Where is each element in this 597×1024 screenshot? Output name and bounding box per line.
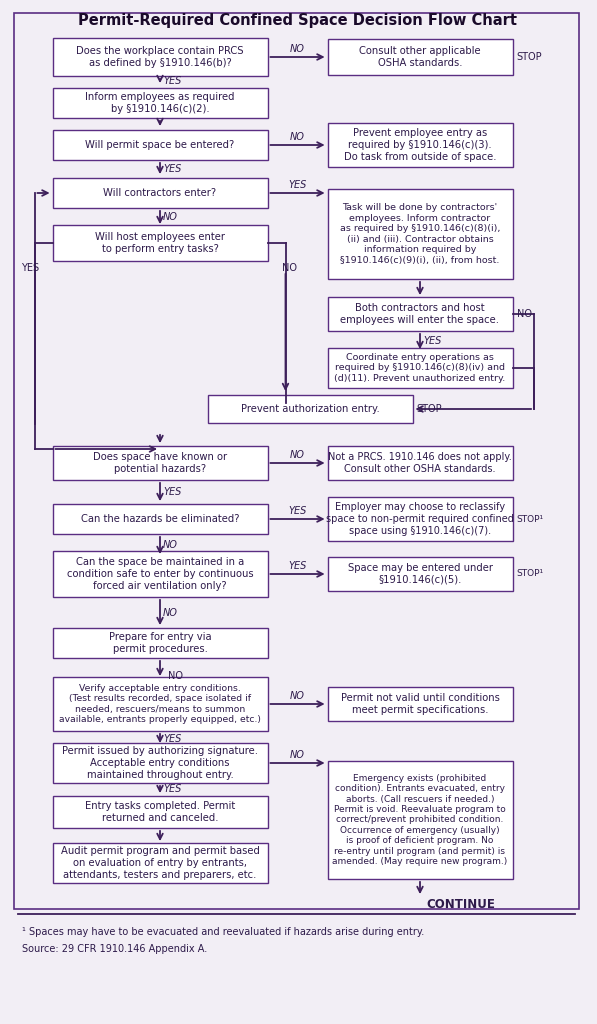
Text: Source: 29 CFR 1910.146 Appendix A.: Source: 29 CFR 1910.146 Appendix A. [22,944,207,954]
Text: NO: NO [282,263,297,273]
Text: YES: YES [423,337,441,346]
Text: STOP¹: STOP¹ [516,569,544,579]
Text: YES: YES [163,164,181,173]
Text: Can the space be maintained in a
condition safe to enter by continuous
forced ai: Can the space be maintained in a conditi… [67,557,253,591]
Text: NO: NO [516,309,531,319]
Text: NO: NO [290,44,305,54]
Text: NO: NO [168,671,183,681]
FancyBboxPatch shape [208,395,413,423]
Text: NO: NO [290,691,305,701]
FancyBboxPatch shape [328,497,512,541]
FancyBboxPatch shape [328,348,512,388]
Text: Prevent employee entry as
required by §1910.146(c)(3).
Do task from outside of s: Prevent employee entry as required by §1… [344,128,496,162]
FancyBboxPatch shape [53,628,267,658]
FancyBboxPatch shape [53,504,267,534]
FancyBboxPatch shape [328,557,512,591]
Text: STOP: STOP [417,404,442,414]
Text: NO: NO [290,450,305,460]
Text: CONTINUE: CONTINUE [426,897,495,910]
Text: Will host employees enter
to perform entry tasks?: Will host employees enter to perform ent… [95,232,225,254]
Text: Consult other applicable
OSHA standards.: Consult other applicable OSHA standards. [359,46,481,68]
Text: Emergency exists (prohibited
condition). Entrants evacuated, entry
aborts. (Call: Emergency exists (prohibited condition).… [333,774,507,866]
Text: Employer may choose to reclassify
space to non-permit required confined
space us: Employer may choose to reclassify space … [326,503,514,536]
FancyBboxPatch shape [328,39,512,75]
FancyBboxPatch shape [53,796,267,828]
Text: Verify acceptable entry conditions.
(Test results recorded, space isolated if
ne: Verify acceptable entry conditions. (Tes… [59,684,261,724]
Text: YES: YES [163,76,181,86]
FancyBboxPatch shape [328,123,512,167]
Text: NO: NO [163,213,178,222]
Text: YES: YES [288,180,307,190]
Text: Inform employees as required
by §1910.146(c)(2).: Inform employees as required by §1910.14… [85,92,235,114]
Text: YES: YES [163,784,181,795]
FancyBboxPatch shape [53,130,267,160]
Text: Does space have known or
potential hazards?: Does space have known or potential hazar… [93,453,227,474]
Text: Space may be entered under
§1910.146(c)(5).: Space may be entered under §1910.146(c)(… [347,563,493,585]
Text: YES: YES [163,733,181,743]
Text: Coordinate entry operations as
required by §1910.146(c)(8)(iv) and
(d)(11). Prev: Coordinate entry operations as required … [334,353,506,383]
Text: NO: NO [163,541,178,551]
Text: Will contractors enter?: Will contractors enter? [103,188,217,198]
Text: NO: NO [163,607,178,617]
Text: Does the workplace contain PRCS
as defined by §1910.146(b)?: Does the workplace contain PRCS as defin… [76,46,244,68]
Text: ¹ Spaces may have to be evacuated and reevaluated if hazards arise during entry.: ¹ Spaces may have to be evacuated and re… [22,927,424,937]
Text: Task will be done by contractors'
employees. Inform contractor
as required by §1: Task will be done by contractors' employ… [340,204,500,264]
FancyBboxPatch shape [53,178,267,208]
FancyBboxPatch shape [53,38,267,76]
Text: YES: YES [288,561,307,571]
FancyBboxPatch shape [328,687,512,721]
Text: Permit-Required Confined Space Decision Flow Chart: Permit-Required Confined Space Decision … [78,13,518,29]
Text: NO: NO [290,750,305,760]
Text: STOP: STOP [516,52,542,62]
FancyBboxPatch shape [328,761,512,879]
Text: YES: YES [163,487,181,497]
FancyBboxPatch shape [328,189,512,279]
Text: Will permit space be entered?: Will permit space be entered? [85,140,235,150]
Text: Audit permit program and permit based
on evaluation of entry by entrants,
attend: Audit permit program and permit based on… [60,847,260,880]
FancyBboxPatch shape [328,446,512,480]
FancyBboxPatch shape [53,225,267,261]
Text: YES: YES [288,506,307,516]
FancyBboxPatch shape [53,677,267,731]
Text: Both contractors and host
employees will enter the space.: Both contractors and host employees will… [340,303,500,325]
FancyBboxPatch shape [328,297,512,331]
FancyBboxPatch shape [53,88,267,118]
Text: Not a PRCS. 1910.146 does not apply.
Consult other OSHA standards.: Not a PRCS. 1910.146 does not apply. Con… [328,453,512,474]
Text: Entry tasks completed. Permit
returned and canceled.: Entry tasks completed. Permit returned a… [85,801,235,823]
Text: Can the hazards be eliminated?: Can the hazards be eliminated? [81,514,239,524]
FancyBboxPatch shape [53,551,267,597]
Text: Permit issued by authorizing signature.
Acceptable entry conditions
maintained t: Permit issued by authorizing signature. … [62,746,258,779]
FancyBboxPatch shape [53,743,267,783]
Text: NO: NO [290,132,305,142]
Text: YES: YES [21,263,39,273]
Text: STOP¹: STOP¹ [516,514,544,523]
Text: Prevent authorization entry.: Prevent authorization entry. [241,404,379,414]
FancyBboxPatch shape [53,446,267,480]
Text: Prepare for entry via
permit procedures.: Prepare for entry via permit procedures. [109,632,211,653]
Text: Permit not valid until conditions
meet permit specifications.: Permit not valid until conditions meet p… [340,693,500,715]
FancyBboxPatch shape [53,843,267,883]
